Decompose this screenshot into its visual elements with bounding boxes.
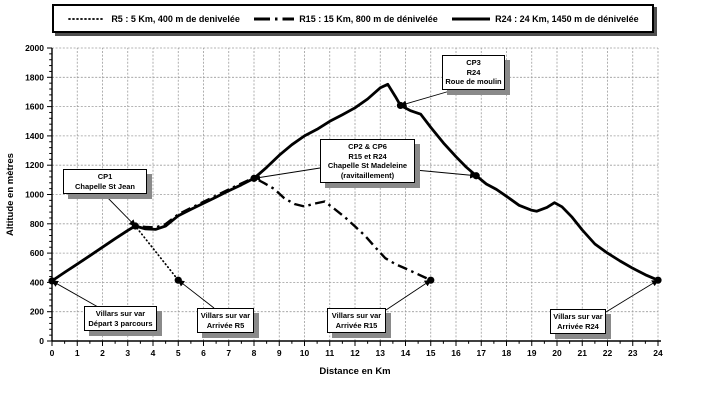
- r5-dotted-line-icon: [68, 17, 107, 20]
- x-tick-label: 17: [477, 348, 487, 358]
- annotation-cp3: CP3 R24 Roue de moulin: [442, 55, 505, 90]
- legend-label-r5: R5 : 5 Km, 400 m de denivelée: [111, 13, 240, 24]
- x-tick-label: 15: [426, 348, 436, 358]
- callout-arrow-arrivee-r5: [177, 279, 215, 309]
- annotation-line: CP1: [97, 172, 113, 181]
- x-tick-label: 11: [325, 348, 334, 358]
- x-tick-label: 4: [151, 348, 156, 358]
- x-tick-label: 13: [376, 348, 386, 358]
- checkpoint-dot: [654, 276, 662, 284]
- annotation-line: Villars sur var: [95, 309, 146, 318]
- y-tick-label: 2000: [25, 43, 44, 53]
- x-tick-label: 10: [300, 348, 310, 358]
- y-tick-label: 1600: [25, 102, 44, 112]
- annotation-depart-3-parcours: Villars sur var Départ 3 parcours: [84, 306, 157, 331]
- annotation-line: Arrivée R15: [335, 320, 378, 330]
- y-tick-label: 200: [30, 307, 44, 317]
- callout-arrow-arrivee-r15: [385, 279, 432, 311]
- legend-entry-r5: R5 : 5 Km, 400 m de denivelée: [67, 14, 240, 24]
- x-tick-label: 16: [451, 348, 461, 358]
- x-tick-label: 3: [125, 348, 130, 358]
- annotation-line: Départ 3 parcours: [88, 318, 153, 328]
- x-tick-label: 18: [502, 348, 512, 358]
- annotation-line: Roue de moulin: [445, 77, 502, 86]
- callout-arrow-cp2-cp6: [414, 169, 477, 179]
- annotation-line: Chapelle St Jean: [74, 181, 136, 191]
- y-axis-title: Altitude en mètres: [5, 153, 16, 236]
- r15-dashdot-line-icon: [254, 17, 295, 20]
- y-tick-label: 1400: [25, 131, 44, 141]
- annotation-line: Arrivée R5: [206, 320, 245, 330]
- checkpoint-dot: [174, 276, 182, 284]
- annotation-cp1: CP1 Chapelle St Jean: [63, 169, 147, 194]
- profile-line-r24: [50, 82, 660, 283]
- callout-arrow-arrivee-r24: [605, 279, 659, 313]
- annotation-cp2-cp6: CP2 & CP6 R15 et R24 Chapelle St Madeleine…: [320, 139, 415, 183]
- y-tick-label: 1200: [25, 160, 44, 170]
- annotation-arrivee-r15: Villars sur var Arrivée R15: [327, 308, 386, 333]
- x-tick-label: 6: [201, 348, 206, 358]
- checkpoint-dot: [472, 172, 480, 180]
- x-tick-label: 5: [176, 348, 181, 358]
- x-tick-label: 20: [552, 348, 562, 358]
- annotation-arrivee-r24: Villars sur var Arrivée R24: [550, 309, 606, 334]
- x-tick-label: 2: [100, 348, 105, 358]
- x-tick-label: 0: [50, 348, 55, 358]
- x-tick-label: 12: [350, 348, 360, 358]
- y-tick-label: 0: [39, 336, 44, 346]
- chart-legend: R5 : 5 Km, 400 m de denivelée R15 : 15 K…: [52, 4, 654, 33]
- x-tick-label: 19: [527, 348, 537, 358]
- checkpoint-dot: [131, 222, 139, 230]
- x-tick-label: 1: [75, 348, 80, 358]
- x-tick-label: 22: [603, 348, 613, 358]
- annotation-line: CP2 & CP6: [348, 142, 387, 151]
- x-tick-label: 14: [401, 348, 411, 358]
- callout-arrow-cp2-cp6: [253, 167, 321, 181]
- x-axis-title: Distance en Km: [319, 366, 390, 377]
- callout-arrow-depart-3-parcours: [51, 280, 99, 308]
- annotation-line: CP3: [466, 58, 481, 67]
- y-tick-label: 400: [30, 277, 44, 287]
- legend-label-r24: R24 : 24 Km, 1450 m de dénivelée: [495, 13, 639, 24]
- y-tick-label: 600: [30, 248, 44, 258]
- annotation-arrivee-r5: Villars sur var Arrivée R5: [197, 308, 254, 333]
- x-tick-label: 8: [252, 348, 257, 358]
- r24-solid-line-icon: [452, 17, 491, 20]
- legend-entry-r15: R15 : 15 Km, 800 m de dénivelée: [253, 14, 438, 24]
- annotation-line: Villars sur var: [553, 312, 603, 321]
- legend-entry-r24: R24 : 24 Km, 1450 m de dénivelée: [451, 14, 639, 24]
- gridlines: [51, 47, 659, 342]
- y-tick-label: 800: [30, 219, 44, 229]
- x-tick-label: 9: [277, 348, 282, 358]
- annotation-line: Villars sur var: [331, 311, 382, 320]
- x-tick-label: 24: [653, 348, 663, 358]
- annotation-line: (ravitaillement): [340, 170, 395, 180]
- axes: 0 1 2 3 4 5 6 7 8 9 10 11 12 13 14 15 16 17 18 19 20 21 22 23 24…: [5, 43, 663, 377]
- annotation-line: Arrivée R24: [557, 321, 599, 331]
- y-tick-label: 1800: [25, 72, 44, 82]
- x-tick-label: 7: [226, 348, 231, 358]
- annotation-line: Chapelle St Madeleine: [327, 161, 408, 170]
- checkpoint-dot: [427, 276, 435, 284]
- y-tick-label: 1000: [25, 190, 44, 200]
- checkpoint-dot: [250, 174, 258, 182]
- checkpoint-dots: [48, 101, 662, 285]
- checkpoint-dot: [48, 277, 56, 285]
- x-tick-label: 21: [578, 348, 588, 358]
- annotation-line: R24: [466, 67, 481, 77]
- annotation-line: Villars sur var: [200, 311, 251, 320]
- checkpoint-dot: [396, 101, 405, 110]
- legend-label-r15: R15 : 15 Km, 800 m de dénivelée: [299, 13, 438, 24]
- x-tick-label: 23: [628, 348, 638, 358]
- annotation-line: R15 et R24: [348, 151, 387, 161]
- callout-arrow-cp1: [103, 193, 136, 227]
- callout-arrows: [51, 90, 659, 313]
- callout-arrow-cp3: [399, 90, 451, 107]
